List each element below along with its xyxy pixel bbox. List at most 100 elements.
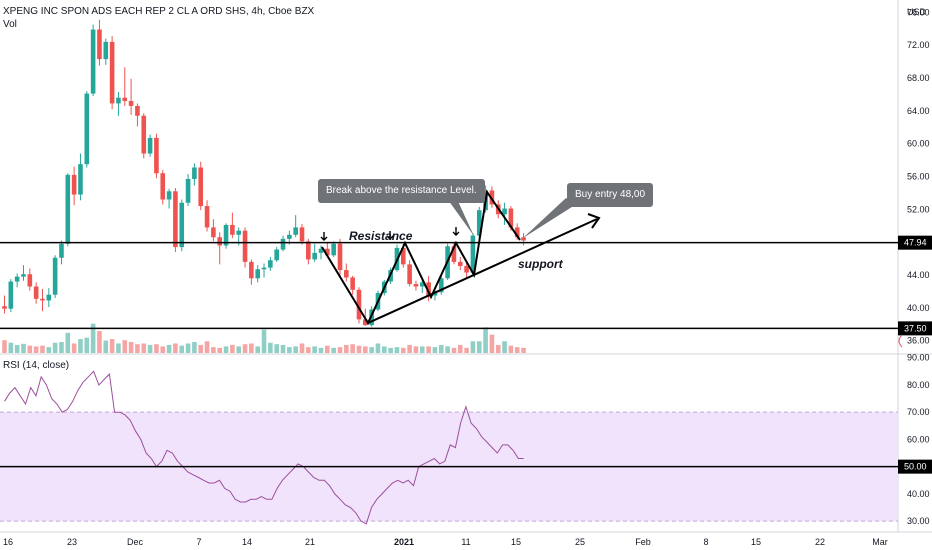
price-tick-label: 40.00 [907, 303, 930, 313]
candle-body [261, 267, 267, 270]
break-note-pointer [446, 197, 474, 236]
entry-note-pointer [523, 198, 575, 238]
currency-label[interactable]: USD [907, 7, 927, 17]
candle-body [204, 206, 210, 228]
price-tick-label: 68.00 [907, 73, 930, 83]
candle-body [350, 277, 355, 290]
volume-bar [325, 345, 330, 353]
candle-body [457, 261, 463, 266]
time-tick-label: 2021 [394, 537, 414, 547]
candle-body [65, 174, 71, 244]
candle-body [84, 93, 90, 165]
candle-body [299, 227, 305, 242]
candle-body [103, 41, 109, 60]
volume-bar [84, 337, 90, 353]
volume-bar [438, 344, 444, 353]
time-tick-label: Feb [635, 537, 651, 547]
candle-body [135, 105, 140, 116]
volume-bar [413, 346, 419, 353]
candle-body [21, 274, 26, 277]
time-tick-label: 15 [511, 537, 521, 547]
volume-bar [97, 331, 102, 353]
candle-body [242, 230, 248, 262]
volume-bar [204, 341, 210, 353]
volume-bar [293, 346, 298, 353]
volume-bar [261, 329, 267, 353]
candle-body [8, 281, 14, 309]
volume-bar [344, 344, 349, 353]
candle-body [78, 164, 83, 195]
volume-bar [65, 332, 71, 353]
candle-body [147, 137, 153, 154]
volume-bar [464, 347, 469, 353]
volume-bar [223, 346, 229, 353]
rsi-tick-label: 60.00 [907, 434, 930, 444]
candle-body [438, 278, 444, 293]
volume-label: Vol [3, 19, 17, 30]
volume-bar [337, 347, 343, 353]
candle-body [293, 227, 298, 235]
volume-bar [2, 340, 7, 353]
time-tick-label: 23 [67, 537, 77, 547]
candle-body [141, 115, 147, 154]
volume-bar [318, 347, 324, 353]
time-tick-label: 15 [751, 537, 761, 547]
volume-bar [59, 342, 64, 353]
time-tick-label: 11 [461, 537, 470, 547]
candle-body [508, 208, 514, 228]
volume-bar [192, 342, 197, 353]
candle-body [331, 243, 336, 256]
price-tick-label: 76.00 [907, 7, 930, 17]
candle-body [236, 230, 242, 235]
candle-body [268, 260, 273, 268]
rsi-tick-label: 90.00 [907, 353, 930, 363]
axis-marker [898, 334, 903, 348]
candle-body [470, 235, 476, 273]
volume-bar [160, 346, 166, 353]
level-price-label: 47.94 [904, 238, 927, 248]
volume-bar [470, 341, 476, 353]
candle-body [160, 173, 166, 200]
candle-body [514, 227, 520, 238]
volume-bar [135, 344, 140, 353]
volume-bar [78, 339, 83, 353]
candle-body [521, 237, 526, 241]
candle-body [109, 41, 115, 104]
volume-bar [375, 343, 381, 353]
candle-body [344, 270, 349, 278]
time-tick-label: 8 [703, 537, 708, 547]
entry-note-tooltip[interactable]: Buy entry 48,00 [567, 183, 654, 207]
volume-bar [8, 342, 14, 353]
volume-bar [426, 346, 431, 353]
volume-bar [128, 342, 134, 353]
candle-body [185, 178, 191, 203]
down-arrow-icon [452, 227, 460, 236]
volume-bar [331, 347, 336, 353]
volume-bar [109, 339, 115, 353]
volume-bar [508, 345, 514, 353]
candle-body [166, 191, 172, 200]
time-tick-label: Mar [872, 537, 888, 547]
rsi-level-label: 50.00 [904, 462, 927, 472]
candle-body [363, 319, 368, 326]
volume-bar [363, 346, 368, 353]
candle-body [287, 234, 292, 239]
candle-body [179, 202, 185, 248]
price-tick-label: 72.00 [907, 40, 930, 50]
support-trendline [367, 218, 598, 324]
volume-bar [451, 347, 457, 353]
candle-body [2, 306, 7, 309]
rsi-tick-label: 70.00 [907, 407, 930, 417]
volume-bar [476, 341, 482, 353]
volume-bar [27, 345, 33, 353]
price-tick-label: 64.00 [907, 106, 930, 116]
volume-bar [419, 346, 425, 353]
candle-body [325, 248, 330, 256]
level-price-tag [898, 321, 932, 336]
candle-body [71, 174, 77, 195]
volume-bar [280, 344, 286, 353]
break-note-tooltip[interactable]: Break above the resistance Level. [318, 179, 485, 203]
volume-bar [394, 347, 400, 353]
